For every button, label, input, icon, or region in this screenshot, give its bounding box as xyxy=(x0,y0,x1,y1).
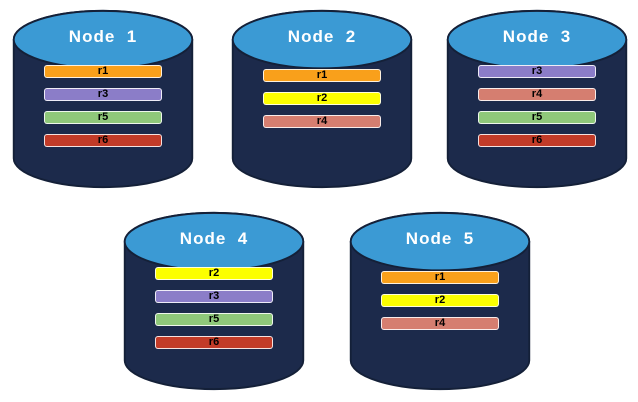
replica-label: r5 xyxy=(531,111,543,123)
replica-bar: r4 xyxy=(381,317,499,330)
node-4: Node 4 r2 r3 r5 r6 xyxy=(121,210,307,392)
cylinder-top-ellipse xyxy=(231,9,413,70)
cylinder-top-ellipse xyxy=(349,211,531,272)
replica-bar: r2 xyxy=(381,294,499,307)
replica-label: r3 xyxy=(531,65,543,77)
replica-bar: r5 xyxy=(155,313,273,326)
replica-list: r1 r2 r4 xyxy=(263,69,381,128)
replica-label: r6 xyxy=(97,134,109,146)
replica-bar: r5 xyxy=(478,111,596,124)
replica-bar: r6 xyxy=(44,134,162,147)
replica-label: r2 xyxy=(434,294,446,306)
node-title: Node 4 xyxy=(179,229,249,248)
replica-list: r1 r3 r5 r6 xyxy=(44,65,162,147)
replica-bar: r3 xyxy=(155,290,273,303)
replica-bar: r4 xyxy=(263,115,381,128)
replica-label: r6 xyxy=(531,134,543,146)
node-1: Node 1 r1 r3 r5 r6 xyxy=(10,8,196,190)
node-2: Node 2 r1 r2 r4 xyxy=(229,8,415,190)
replica-label: r1 xyxy=(434,271,446,283)
replica-label: r5 xyxy=(208,313,220,325)
node-title: Node 3 xyxy=(502,27,572,46)
replica-list: r1 r2 r4 xyxy=(381,271,499,330)
replica-bar: r4 xyxy=(478,88,596,101)
replica-list: r3 r4 r5 r6 xyxy=(478,65,596,147)
replica-bar: r2 xyxy=(263,92,381,105)
replica-bar: r6 xyxy=(155,336,273,349)
replica-label: r3 xyxy=(97,88,109,100)
replica-bar: r3 xyxy=(478,65,596,78)
node-title: Node 5 xyxy=(405,229,475,248)
replica-bar: r1 xyxy=(44,65,162,78)
replica-bar: r6 xyxy=(478,134,596,147)
node-5: Node 5 r1 r2 r4 xyxy=(347,210,533,392)
replica-bar: r1 xyxy=(381,271,499,284)
replica-list: r2 r3 r5 r6 xyxy=(155,267,273,349)
replica-label: r2 xyxy=(208,267,220,279)
node-3: Node 3 r3 r4 r5 r6 xyxy=(444,8,630,190)
replica-label: r4 xyxy=(531,88,543,100)
replica-bar: r5 xyxy=(44,111,162,124)
replica-label: r4 xyxy=(316,115,328,127)
replica-bar: r3 xyxy=(44,88,162,101)
replica-label: r6 xyxy=(208,336,220,348)
node-title: Node 2 xyxy=(287,27,357,46)
replica-label: r1 xyxy=(97,65,109,77)
replica-label: r3 xyxy=(208,290,220,302)
replica-label: r4 xyxy=(434,317,446,329)
replica-label: r2 xyxy=(316,92,328,104)
replica-label: r5 xyxy=(97,111,109,123)
replica-bar: r2 xyxy=(155,267,273,280)
node-title: Node 1 xyxy=(68,27,138,46)
replica-bar: r1 xyxy=(263,69,381,82)
replica-label: r1 xyxy=(316,69,328,81)
